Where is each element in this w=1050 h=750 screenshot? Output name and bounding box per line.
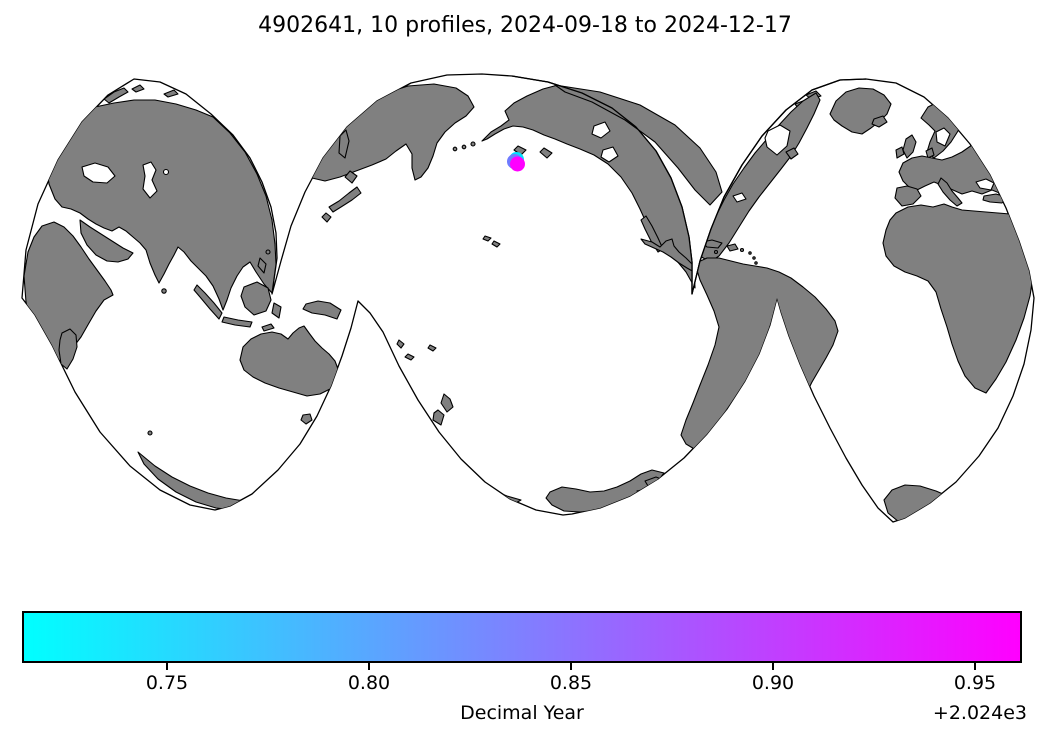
peninsula-iberia — [894, 185, 922, 207]
island-falkland-2 — [711, 447, 717, 453]
antarctic-peninsula-2 — [671, 468, 686, 478]
colorbar-tick-label-4: 0.95 — [953, 672, 997, 694]
arctic-bay-2 — [600, 146, 619, 163]
colorbar-axis-label: Decimal Year — [460, 702, 584, 724]
colorbar-offset-text: +2.024e3 — [932, 702, 1027, 724]
island-ireland — [895, 146, 905, 159]
figure-title: 4902641, 10 profiles, 2024-09-18 to 2024… — [258, 13, 792, 38]
black-sea — [81, 162, 116, 184]
island-severnaya — [163, 89, 179, 98]
peninsula-baja — [640, 215, 664, 253]
island-vanuatu — [396, 339, 405, 349]
map-outline-overlay — [511, 75, 867, 295]
island-aleutian-3 — [452, 146, 458, 152]
island-novaya-zemlya — [103, 87, 129, 104]
map-outline — [21, 73, 1035, 523]
great-lakes — [732, 192, 747, 203]
caspian-sea — [142, 161, 158, 199]
landmass-africa — [882, 203, 1034, 394]
island-new-caledonia — [404, 353, 415, 361]
colorbar-ticks: 0.75 0.80 0.85 0.90 0.95 — [22, 663, 1022, 703]
peninsula-turkey — [982, 193, 1007, 204]
peninsula-denmark — [925, 147, 935, 159]
island-aleutian-1 — [470, 141, 476, 147]
landmass-arabia — [79, 219, 134, 263]
island-hokkaido — [344, 170, 358, 184]
island-java — [221, 316, 253, 328]
landmass-canada-arctic-bridge — [554, 84, 723, 206]
island-honshu — [328, 186, 362, 213]
colorbar-tick-mark-2 — [570, 663, 572, 670]
island-kerguelen — [147, 430, 153, 436]
landmass-africa-east — [23, 221, 114, 368]
colorbar-tick-mark-3 — [772, 663, 774, 670]
island-fiji — [427, 344, 437, 352]
colorbar-tick-label-3: 0.90 — [751, 672, 795, 694]
island-luzon — [265, 249, 271, 255]
colorbar-tick-mark-4 — [974, 663, 976, 670]
island-falkland-1 — [704, 450, 710, 456]
hudson-bay — [764, 124, 791, 156]
island-puerto-rico — [739, 247, 745, 253]
island-jamaica — [713, 249, 719, 255]
island-aleutian-2 — [461, 144, 467, 150]
island-sumatra — [193, 284, 223, 320]
island-solomon-1 — [359, 316, 371, 326]
island-antilles-1 — [748, 251, 752, 255]
island-borneo — [240, 281, 272, 316]
profile-point-2 — [510, 156, 525, 172]
island-hispaniola — [726, 243, 739, 252]
landmass-eurasia — [46, 99, 277, 311]
peninsula-italy — [937, 177, 963, 207]
island-tasmania — [300, 413, 313, 425]
island-nz-south — [432, 409, 445, 426]
colorbar-tick-label-2: 0.85 — [549, 672, 593, 694]
landmass-antarctica-right — [883, 484, 962, 522]
land-group — [23, 83, 1034, 522]
island-new-guinea — [302, 300, 342, 320]
aral-sea — [162, 168, 170, 176]
island-svalbard — [131, 84, 145, 93]
island-hawaii-1 — [482, 235, 492, 242]
colorbar-tick-label-1: 0.80 — [347, 672, 391, 694]
colorbar-tick-label-0: 0.75 — [145, 672, 189, 694]
island-philippines — [257, 257, 267, 274]
colorbar-tick-mark-0 — [166, 663, 168, 670]
island-timor — [261, 323, 275, 332]
island-antilles-3 — [754, 261, 758, 265]
colorbar-tick-mark-1 — [368, 663, 370, 670]
landmass-madagascar — [58, 328, 78, 370]
colorbar-gradient — [24, 613, 1020, 661]
colorbar — [22, 611, 1022, 663]
landmass-australia — [239, 325, 339, 397]
baltic-sea — [935, 127, 951, 147]
profile-points — [507, 152, 525, 172]
island-sri-lanka — [161, 288, 167, 294]
island-antilles-2 — [752, 256, 756, 260]
island-sulawesi — [271, 302, 282, 319]
arctic-bay-1 — [591, 121, 611, 139]
black-sea-right — [975, 178, 995, 191]
island-nz-north — [440, 393, 454, 413]
island-sakhalin — [338, 129, 350, 159]
island-hawaii-2 — [491, 240, 501, 248]
island-kyushu — [321, 212, 332, 223]
island-iceland — [871, 115, 888, 128]
island-vancouver — [539, 147, 553, 159]
antarctic-peninsula-3 — [636, 488, 650, 497]
island-newfoundland — [785, 147, 799, 160]
